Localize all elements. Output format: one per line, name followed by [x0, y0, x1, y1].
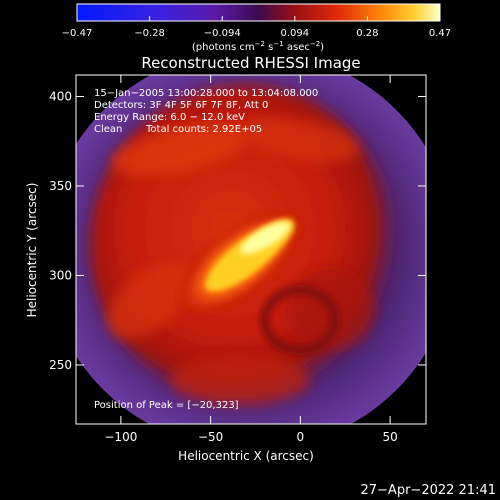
colorbar-tick-label: −0.28 — [134, 28, 165, 39]
x-axis-label: Heliocentric X (arcsec) — [178, 449, 314, 463]
footer-timestamp: 27−Apr−2022 21:41 — [361, 483, 497, 498]
y-tick-label: 250 — [49, 358, 72, 372]
plot-title: Reconstructed RHESSI Image — [141, 54, 360, 72]
colorbar-tick-label: −0.094 — [204, 28, 241, 39]
x-tick-label: 0 — [297, 430, 305, 444]
y-tick-label: 350 — [49, 179, 72, 193]
y-axis-ticks: 250 300 350 400 — [49, 89, 426, 372]
x-tick-label: −50 — [198, 430, 223, 444]
plot-frame — [75, 74, 427, 425]
image-dark-ring — [260, 285, 340, 355]
image-annotations: 15−Jan−2005 13:00:28.000 to 13:04:08.000… — [94, 88, 318, 411]
colorbar-ticks: −0.47 −0.28 −0.094 0.094 0.28 0.47 — [62, 16, 451, 39]
y-tick-label: 300 — [49, 268, 72, 282]
colorbar-tick-label: −0.47 — [62, 28, 93, 39]
colorbar-tick-label: 0.28 — [356, 28, 378, 39]
y-tick-label: 400 — [49, 89, 72, 103]
annotation-peak-position: Position of Peak = [−20,323] — [94, 400, 239, 411]
annotation-clean: Clean — [94, 124, 122, 135]
colorbar-gradient — [76, 3, 441, 22]
annotation-energy-range: Energy Range: 6.0 − 12.0 keV — [94, 112, 245, 123]
colorbar: −0.47 −0.28 −0.094 0.094 0.28 0.47 (photons c… — [62, 3, 451, 53]
colorbar-tick-label: 0.094 — [280, 28, 309, 39]
colorbar-tick-label: 0.47 — [429, 28, 451, 39]
colorbar-units: (photons cm−2 s−1 asec−2) — [192, 40, 324, 53]
x-tick-label: −100 — [104, 430, 137, 444]
flare-kernel — [175, 207, 305, 317]
rhessi-image — [76, 75, 426, 424]
x-axis-ticks: −100 −50 0 50 — [104, 75, 398, 444]
annotation-detectors: Detectors: 3F 4F 5F 6F 7F 8F, Att 0 — [94, 100, 268, 111]
annotation-total-counts: Total counts: 2.92E+05 — [145, 124, 262, 135]
x-tick-label: 50 — [382, 430, 397, 444]
y-axis-label: Heliocentric Y (arcsec) — [25, 183, 39, 318]
annotation-time-range: 15−Jan−2005 13:00:28.000 to 13:04:08.000 — [94, 88, 318, 99]
